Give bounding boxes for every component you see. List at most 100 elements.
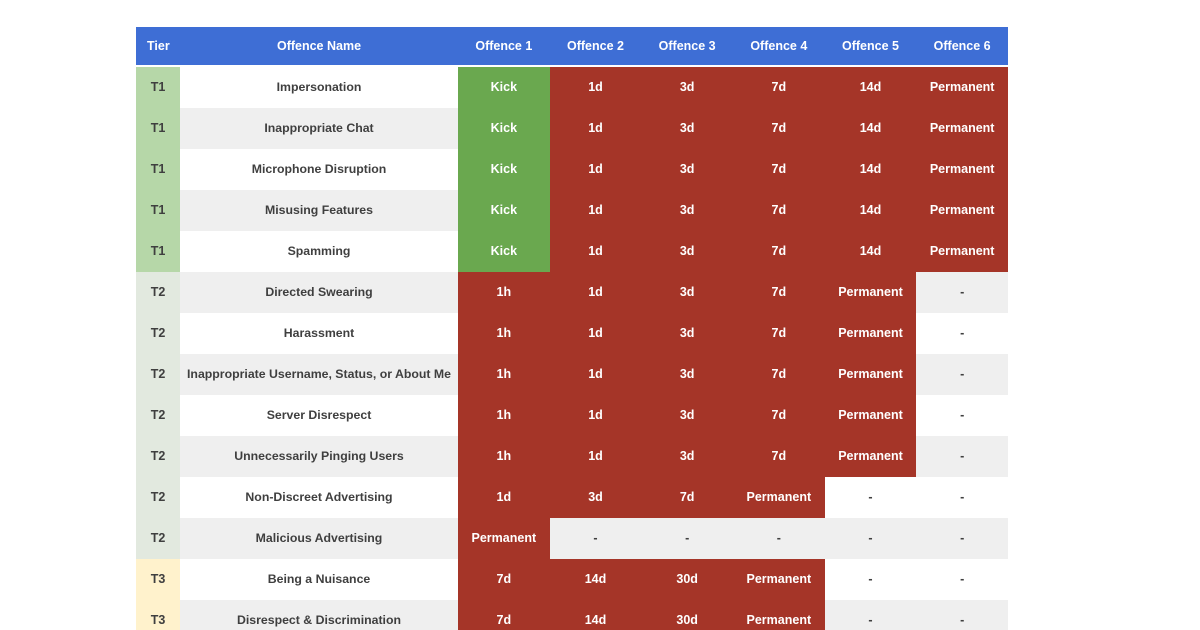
- offence-cell: 14d: [549, 600, 642, 630]
- offence-cell: 1d: [549, 436, 642, 477]
- offence-cell: 30d: [641, 600, 733, 630]
- header-cell: Offence 2: [549, 27, 642, 67]
- tier-cell: T3: [136, 600, 180, 630]
- offence-cell: -: [916, 477, 1008, 518]
- offence-name-cell: Disrespect & Discrimination: [180, 600, 458, 630]
- offence-name-cell: Inappropriate Chat: [180, 108, 458, 149]
- offence-cell: -: [916, 395, 1008, 436]
- offence-cell: Permanent: [824, 272, 917, 313]
- offence-cell: -: [641, 518, 733, 559]
- offence-cell: Permanent: [732, 477, 825, 518]
- offence-cell: 7d: [732, 231, 825, 272]
- offence-cell: -: [824, 477, 917, 518]
- header-cell: Offence 6: [916, 27, 1008, 67]
- offence-cell: 7d: [732, 272, 825, 313]
- offence-cell: 1d: [549, 354, 642, 395]
- offence-cell: Permanent: [824, 313, 917, 354]
- offence-cell: 3d: [641, 190, 733, 231]
- offence-cell: 1h: [458, 313, 550, 354]
- offence-cell: 14d: [824, 67, 917, 108]
- offence-cell: 7d: [732, 67, 825, 108]
- offence-cell: 1d: [549, 67, 642, 108]
- offence-cell: 14d: [824, 231, 917, 272]
- punishment-table: Tier Offence Name Offence 1 Offence 2 Offenc…: [136, 27, 1008, 630]
- offence-cell: Kick: [458, 231, 550, 272]
- offence-cell: 30d: [641, 559, 733, 600]
- offence-cell: 3d: [641, 231, 733, 272]
- offence-cell: 7d: [732, 190, 825, 231]
- offence-cell: 1d: [549, 190, 642, 231]
- tier-cell: T1: [136, 67, 180, 108]
- header-cell: Offence 1: [458, 27, 550, 67]
- tier-cell: T2: [136, 518, 180, 559]
- offence-cell: Kick: [458, 108, 550, 149]
- offence-cell: Permanent: [916, 190, 1008, 231]
- offence-cell: 7d: [732, 436, 825, 477]
- tier-cell: T2: [136, 313, 180, 354]
- offence-cell: 14d: [549, 559, 642, 600]
- offence-cell: 7d: [732, 108, 825, 149]
- offence-cell: Permanent: [732, 600, 825, 630]
- offence-cell: Permanent: [732, 559, 825, 600]
- offence-cell: -: [824, 600, 917, 630]
- offence-name-cell: Directed Swearing: [180, 272, 458, 313]
- offence-name-cell: Server Disrespect: [180, 395, 458, 436]
- offence-cell: 7d: [732, 313, 825, 354]
- offence-cell: 14d: [824, 108, 917, 149]
- tier-cell: T3: [136, 559, 180, 600]
- offence-cell: 1h: [458, 272, 550, 313]
- tier-cell: T1: [136, 190, 180, 231]
- offence-cell: 1d: [549, 149, 642, 190]
- offence-cell: 7d: [458, 600, 550, 630]
- offence-cell: Kick: [458, 149, 550, 190]
- offence-cell: Permanent: [916, 149, 1008, 190]
- header-cell: Offence Name: [180, 27, 458, 67]
- offence-name-cell: Spamming: [180, 231, 458, 272]
- offence-cell: 3d: [549, 477, 642, 518]
- tier-cell: T2: [136, 477, 180, 518]
- offence-cell: -: [916, 272, 1008, 313]
- header-cell: Offence 5: [824, 27, 917, 67]
- offence-cell: 1h: [458, 354, 550, 395]
- offence-cell: -: [549, 518, 642, 559]
- header-cell: Offence 4: [732, 27, 825, 67]
- offence-name-cell: Being a Nuisance: [180, 559, 458, 600]
- tier-cell: T2: [136, 436, 180, 477]
- offence-cell: 3d: [641, 395, 733, 436]
- offence-cell: 1d: [549, 313, 642, 354]
- tier-cell: T2: [136, 395, 180, 436]
- tier-cell: T1: [136, 149, 180, 190]
- offence-cell: -: [824, 559, 917, 600]
- offence-name-cell: Malicious Advertising: [180, 518, 458, 559]
- offence-cell: -: [732, 518, 825, 559]
- offence-name-cell: Misusing Features: [180, 190, 458, 231]
- offence-name-cell: Inappropriate Username, Status, or About…: [180, 354, 458, 395]
- offence-cell: Kick: [458, 67, 550, 108]
- offence-cell: -: [824, 518, 917, 559]
- offence-cell: 3d: [641, 354, 733, 395]
- offence-cell: Permanent: [916, 231, 1008, 272]
- offence-name-cell: Microphone Disruption: [180, 149, 458, 190]
- offence-name-cell: Non-Discreet Advertising: [180, 477, 458, 518]
- offence-cell: 3d: [641, 149, 733, 190]
- tier-cell: T2: [136, 354, 180, 395]
- offence-cell: 3d: [641, 313, 733, 354]
- tier-cell: T1: [136, 108, 180, 149]
- offence-cell: 7d: [732, 354, 825, 395]
- offence-cell: Permanent: [458, 518, 550, 559]
- offence-cell: Permanent: [824, 436, 917, 477]
- offence-cell: 1d: [549, 108, 642, 149]
- offence-cell: -: [916, 518, 1008, 559]
- offence-cell: Kick: [458, 190, 550, 231]
- offence-cell: Permanent: [824, 395, 917, 436]
- offence-name-cell: Harassment: [180, 313, 458, 354]
- offence-cell: 1h: [458, 436, 550, 477]
- offence-cell: 14d: [824, 149, 917, 190]
- header-cell: Offence 3: [641, 27, 733, 67]
- offence-cell: Permanent: [916, 67, 1008, 108]
- offence-cell: 7d: [732, 149, 825, 190]
- offence-cell: 3d: [641, 108, 733, 149]
- header-cell: Tier: [136, 27, 180, 67]
- offence-cell: 7d: [732, 395, 825, 436]
